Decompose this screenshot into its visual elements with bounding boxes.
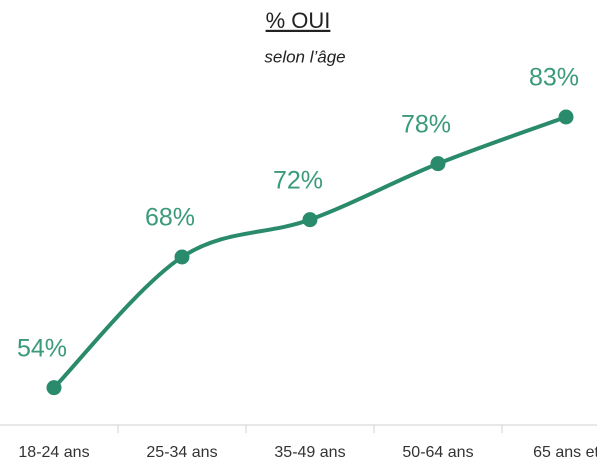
data-label: 54% xyxy=(17,334,67,362)
x-tick-label: 25-34 ans xyxy=(146,444,217,461)
point xyxy=(302,212,318,228)
data-label: 68% xyxy=(145,204,195,232)
point xyxy=(430,156,446,172)
data-label: 72% xyxy=(273,166,323,194)
x-tick-label: 65 ans et xyxy=(533,444,597,461)
x-tick-label: 18-24 ans xyxy=(18,444,89,461)
chart-subtitle: selon l’âge xyxy=(264,47,345,66)
chart-title: % OUI xyxy=(266,8,331,33)
data-label: 83% xyxy=(529,64,579,92)
point xyxy=(174,249,190,265)
point xyxy=(46,380,62,396)
point xyxy=(558,109,574,125)
data-label: 78% xyxy=(401,110,451,138)
line xyxy=(52,115,567,390)
x-tick-label: 35-49 ans xyxy=(274,444,345,461)
x-tick-label: 50-64 ans xyxy=(402,444,473,461)
